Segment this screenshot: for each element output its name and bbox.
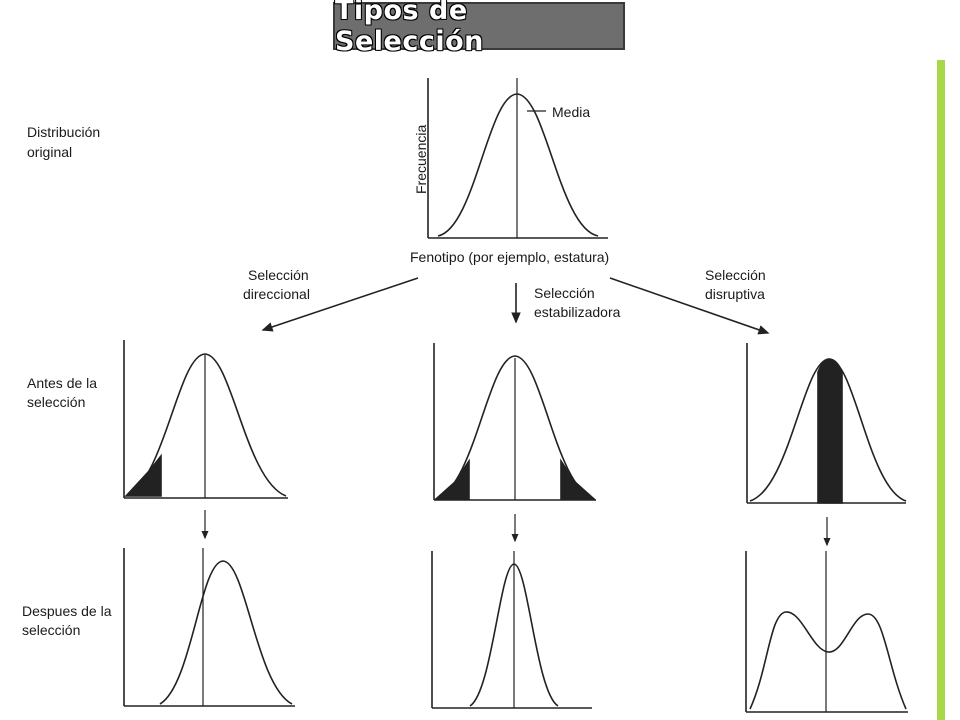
disruptiva-after-plot — [745, 551, 908, 713]
selected-tail-left — [433, 458, 470, 500]
label-fenotipo: Fenotipo (por ejemplo, estatura) — [410, 249, 609, 265]
estabilizadora-before-plot — [433, 343, 597, 501]
label-direccional-line2: direccional — [243, 286, 310, 302]
label-disruptiva-line1: Selección — [705, 267, 766, 283]
label-original-line1: Distribución — [27, 124, 100, 140]
estabilizadora-after-plot — [431, 551, 592, 709]
original-distribution-plot — [427, 78, 608, 239]
label-estabilizadora-line2: estabilizadora — [534, 304, 621, 320]
selected-tail-right — [560, 458, 597, 500]
direccional-before-plot — [123, 340, 288, 499]
bell-curve — [435, 355, 595, 500]
label-antes-line2: selección — [27, 394, 85, 410]
bell-curve — [125, 353, 287, 497]
bimodal-curve — [749, 611, 907, 710]
label-original-line2: original — [27, 144, 72, 160]
accent-stripe — [937, 60, 945, 720]
bell-curve — [749, 358, 907, 502]
label-frecuencia: Frecuencia — [413, 125, 429, 194]
label-direccional-line1: Selección — [248, 267, 309, 283]
label-antes-line1: Antes de la — [27, 375, 97, 391]
selected-tail-left — [124, 453, 162, 497]
disruptiva-before-plot — [746, 343, 907, 504]
arrow-direccional — [261, 277, 419, 332]
label-disruptiva-line2: disruptiva — [705, 286, 765, 302]
label-estabilizadora-line1: Selección — [534, 285, 595, 301]
narrow-curve — [469, 563, 559, 707]
label-despues-line2: selección — [22, 622, 80, 638]
direccional-after-plot — [123, 548, 295, 707]
label-media: Media — [552, 104, 590, 120]
label-despues-line1: Despues de la — [22, 603, 112, 619]
arrow-disruptiva — [609, 277, 770, 335]
bell-curve — [437, 93, 599, 237]
title-banner: Tipos de Selección — [333, 0, 625, 57]
shifted-curve — [159, 560, 293, 705]
selected-center — [817, 358, 843, 504]
page-title: Tipos de Selección — [335, 0, 484, 57]
